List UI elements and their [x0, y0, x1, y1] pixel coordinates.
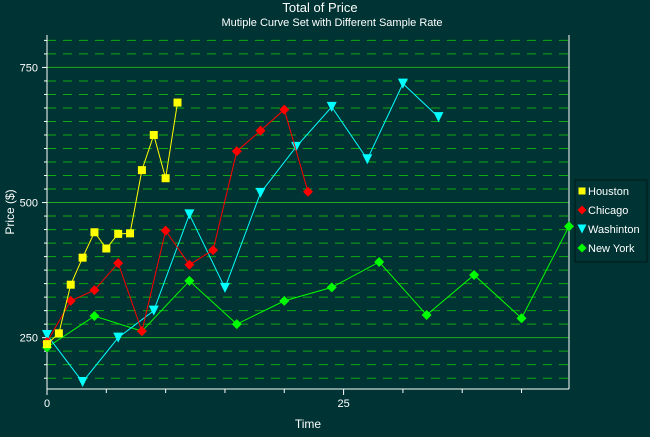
legend-label-washinton: Washinton [588, 224, 640, 236]
data-point-houston [102, 244, 111, 253]
data-point-chicago [65, 295, 76, 306]
data-point-washinton [433, 112, 444, 123]
data-point-houston [126, 229, 135, 238]
data-point-chicago [89, 285, 100, 296]
legend-marker-washinton [577, 224, 587, 234]
data-point-chicago [160, 225, 171, 236]
data-point-new-york [326, 282, 337, 293]
data-point-chicago [113, 258, 124, 269]
legend-box [574, 179, 648, 263]
legend-marker-new-york [577, 243, 587, 253]
x-axis-label: Time [295, 417, 322, 431]
chart-subtitle: Mutiple Curve Set with Different Sample … [221, 17, 442, 29]
data-point-new-york [89, 311, 100, 322]
series-houston [43, 98, 182, 349]
data-point-chicago [208, 245, 219, 256]
series-chicago [42, 104, 313, 347]
x-tick-label: 0 [44, 398, 50, 410]
data-point-washinton [148, 305, 159, 316]
data-point-washinton [184, 209, 195, 220]
data-point-washinton [113, 332, 124, 343]
series-line-new-york [46, 226, 570, 348]
data-point-chicago [255, 125, 266, 136]
y-axis-label: Price ($) [3, 189, 17, 234]
data-point-washinton [291, 141, 302, 152]
data-point-washinton [326, 101, 337, 112]
data-point-new-york [516, 313, 527, 324]
data-point-new-york [469, 269, 480, 280]
data-point-houston [54, 329, 63, 338]
data-point-houston [137, 166, 146, 175]
data-point-houston [161, 174, 170, 183]
data-point-washinton [397, 78, 408, 89]
data-point-new-york [231, 319, 242, 330]
data-point-washinton [77, 376, 88, 387]
legend-marker-chicago [577, 205, 587, 215]
x-tick-label: 25 [337, 398, 349, 410]
data-point-houston [90, 228, 99, 237]
y-tick-label: 500 [20, 198, 38, 210]
data-point-houston [43, 340, 51, 349]
data-point-chicago [136, 326, 147, 337]
data-point-chicago [184, 259, 195, 270]
y-tick-label: 750 [20, 62, 38, 74]
y-tick-label: 250 [20, 333, 38, 345]
data-point-new-york [374, 256, 385, 267]
data-point-washinton [255, 187, 266, 198]
legend: Houston Chicago Washinton New York [574, 179, 648, 263]
data-point-chicago [279, 104, 290, 115]
data-point-new-york [564, 221, 574, 232]
data-point-new-york [279, 295, 290, 306]
legend-label-chicago: Chicago [588, 205, 628, 217]
series-line-houston [46, 102, 178, 345]
data-point-houston [78, 253, 87, 262]
chart-title: Total of Price [282, 0, 357, 15]
legend-label-houston: Houston [588, 186, 629, 198]
legend-label-new-york: New York [588, 243, 635, 255]
series-layer [42, 78, 574, 387]
series-line-chicago [46, 108, 309, 343]
data-point-chicago [231, 146, 242, 157]
data-point-new-york [421, 309, 432, 320]
data-point-washinton [219, 282, 230, 293]
data-point-houston [173, 98, 182, 107]
data-point-washinton [362, 154, 373, 165]
data-point-houston [149, 130, 158, 139]
series-line-washinton [46, 82, 439, 383]
data-point-houston [114, 229, 123, 238]
data-point-new-york [184, 275, 195, 286]
data-point-houston [66, 280, 75, 289]
series-washinton [42, 78, 444, 387]
data-point-chicago [303, 186, 313, 197]
data-point-washinton [42, 329, 52, 340]
legend-marker-houston [578, 187, 586, 195]
